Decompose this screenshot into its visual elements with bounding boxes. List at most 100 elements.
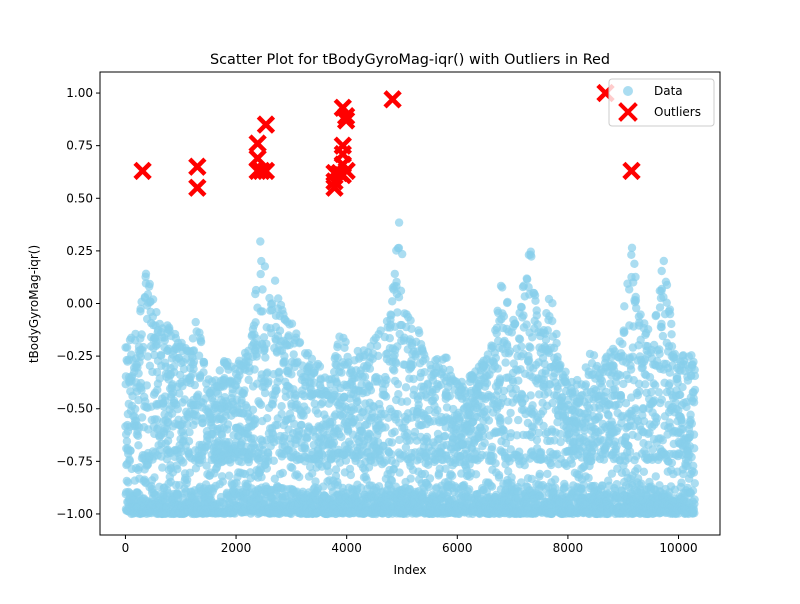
data-point: [393, 308, 402, 317]
data-point: [310, 399, 319, 408]
data-point: [390, 427, 399, 436]
data-point: [307, 354, 317, 363]
data-point: [548, 299, 557, 308]
data-point: [185, 468, 195, 477]
data-point: [196, 337, 206, 347]
data-point: [173, 465, 182, 474]
data-point: [396, 286, 406, 295]
data-point: [289, 350, 298, 359]
data-point: [381, 392, 391, 401]
data-point: [504, 416, 513, 425]
data-point: [657, 266, 666, 276]
data-point: [393, 379, 403, 389]
data-point: [225, 471, 234, 480]
data-point: [324, 467, 333, 476]
data-point: [199, 368, 208, 377]
data-point: [635, 387, 644, 396]
data-point: [498, 283, 507, 292]
data-point: [398, 249, 407, 259]
data-point: [262, 414, 272, 423]
data-point: [601, 387, 611, 397]
data-point: [394, 390, 403, 399]
data-point: [385, 334, 394, 343]
data-point: [414, 400, 423, 409]
data-point: [424, 482, 434, 492]
data-point: [125, 456, 134, 466]
data-point: [415, 328, 424, 338]
data-point: [244, 375, 253, 385]
data-point: [153, 340, 162, 349]
data-point: [240, 386, 249, 395]
data-point: [654, 388, 664, 397]
data-point: [662, 298, 671, 307]
data-point: [341, 456, 351, 465]
data-point: [401, 383, 411, 392]
data-point: [137, 413, 147, 422]
data-point: [524, 355, 534, 365]
data-point: [150, 473, 159, 482]
data-point: [540, 359, 549, 368]
data-point: [183, 420, 192, 429]
data-point: [632, 303, 641, 313]
data-point: [311, 477, 320, 486]
data-point: [360, 372, 370, 381]
data-point: [594, 412, 604, 421]
data-point: [553, 352, 562, 361]
data-point: [506, 408, 515, 418]
data-point: [499, 312, 509, 321]
data-point: [133, 431, 143, 440]
data-point: [273, 420, 282, 430]
data-point: [169, 388, 178, 397]
data-point: [651, 381, 660, 390]
data-point: [308, 469, 317, 478]
data-point: [406, 316, 415, 325]
data-point: [387, 476, 397, 485]
data-point: [546, 460, 556, 470]
data-point: [284, 331, 293, 340]
data-point: [366, 386, 376, 395]
data-point: [445, 391, 455, 401]
data-point: [626, 365, 636, 374]
data-point: [505, 347, 515, 356]
data-point: [290, 419, 299, 429]
data-point: [148, 295, 158, 304]
data-point: [517, 303, 526, 312]
data-point: [341, 337, 350, 347]
data-point: [501, 438, 511, 448]
data-point: [648, 445, 657, 454]
data-point: [402, 397, 412, 406]
data-point: [483, 350, 493, 359]
data-point: [155, 445, 165, 455]
data-point: [647, 387, 656, 397]
data-point: [527, 252, 536, 261]
data-point: [288, 463, 297, 473]
data-point: [390, 366, 399, 375]
data-point: [517, 342, 526, 351]
data-point: [553, 418, 562, 427]
data-point: [305, 361, 314, 370]
data-point: [640, 380, 650, 389]
data-point: [496, 414, 505, 423]
data-point: [136, 304, 145, 313]
data-point: [539, 421, 548, 431]
data-point: [252, 334, 261, 343]
data-point: [217, 431, 227, 440]
data-point: [511, 384, 520, 394]
data-point: [522, 320, 531, 329]
data-point: [152, 368, 162, 377]
data-point: [260, 262, 270, 271]
data-point: [122, 437, 132, 446]
data-point: [269, 456, 278, 465]
data-points-group: [121, 218, 700, 519]
data-point: [430, 393, 440, 402]
data-point: [406, 474, 415, 483]
data-point: [639, 467, 649, 476]
data-point: [191, 317, 200, 327]
data-point: [631, 406, 641, 415]
data-point: [256, 237, 265, 246]
data-point: [598, 481, 607, 491]
data-point: [637, 479, 646, 488]
data-point: [278, 468, 287, 478]
data-point: [491, 353, 500, 363]
